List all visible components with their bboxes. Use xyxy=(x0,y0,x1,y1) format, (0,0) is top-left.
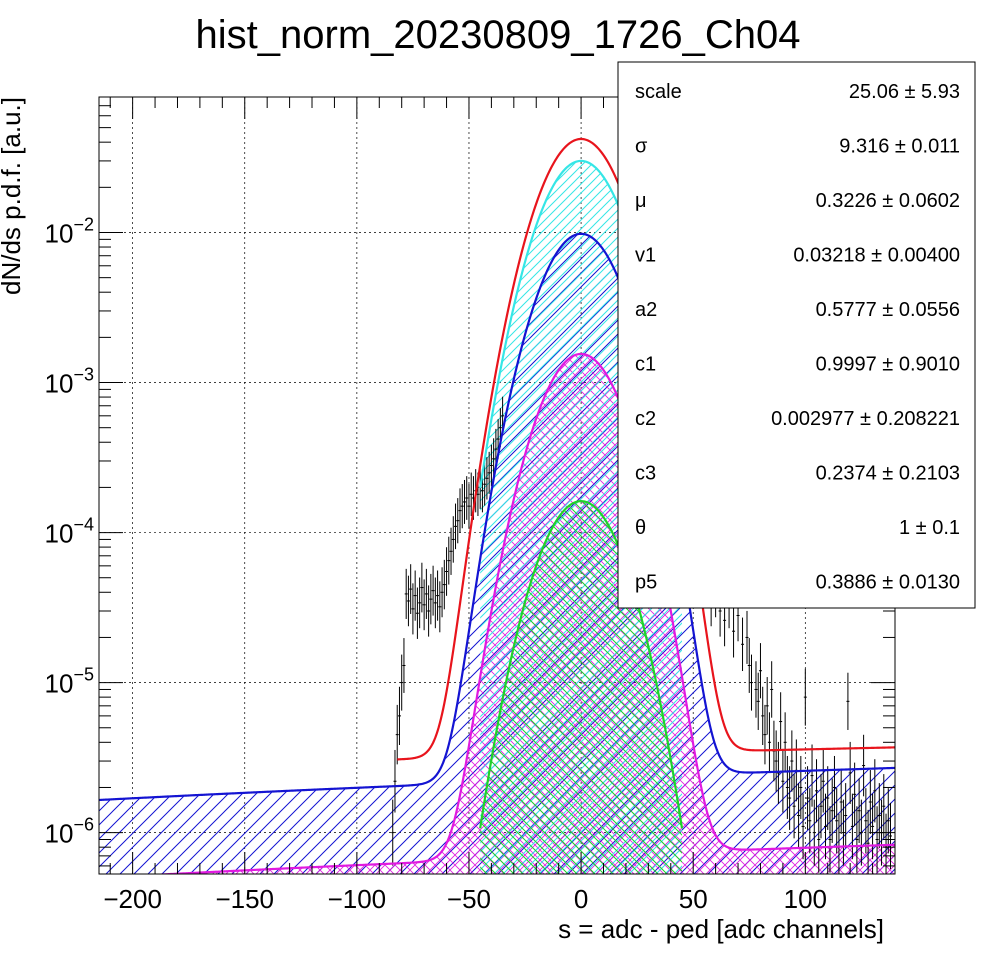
y-tick-label: 10−3 xyxy=(45,365,94,399)
y-tick-labels: 10−6 10−5 10−4 10−3 10−2 xyxy=(45,214,94,848)
stats-param-name: μ xyxy=(635,190,647,212)
stats-param-value: 0.03218 ± 0.00400 xyxy=(793,245,960,267)
x-tick-label: −200 xyxy=(103,884,162,914)
fit-stats-box: scale 25.06 ± 5.93 σ 9.316 ± 0.011 μ 0.3226 ±… xyxy=(617,61,976,609)
x-tick-labels: −200 −150 −100 −50 0 50 100 xyxy=(103,884,827,914)
y-tick-label: 10−4 xyxy=(45,515,94,549)
x-tick-label: 0 xyxy=(574,884,588,914)
x-tick-label: −150 xyxy=(215,884,274,914)
blue-fit-curve xyxy=(99,232,895,802)
stats-param-name: p5 xyxy=(635,572,657,594)
x-tick-label: 50 xyxy=(679,884,708,914)
stats-param-value: 9.316 ± 0.011 xyxy=(839,136,960,158)
y-axis-label: dN/ds p.d.f. [a.u.] xyxy=(0,97,26,295)
x-axis-label: s = adc - ped [adc channels] xyxy=(558,914,884,944)
y-tick-label: 10−2 xyxy=(45,214,94,248)
stats-param-value: 0.9997 ± 0.9010 xyxy=(816,354,960,376)
green-fit-curve xyxy=(479,500,684,829)
stats-param-value: 25.06 ± 5.93 xyxy=(849,81,960,103)
x-tick-label: −100 xyxy=(328,884,387,914)
stats-param-name: c2 xyxy=(635,408,656,430)
stats-param-name: c3 xyxy=(635,463,656,485)
stats-param-name: v1 xyxy=(635,245,656,267)
data-points xyxy=(391,396,893,874)
x-tick-label: −50 xyxy=(447,884,491,914)
stats-param-value: 0.3886 ± 0.0130 xyxy=(816,572,960,594)
stats-param-value: 0.002977 ± 0.208221 xyxy=(771,408,960,430)
y-tick-label: 10−6 xyxy=(45,815,94,849)
x-tick-label: 100 xyxy=(784,884,827,914)
stats-param-value: 0.3226 ± 0.0602 xyxy=(816,190,960,212)
stats-param-name: θ xyxy=(635,517,646,539)
chart-title: hist_norm_20230809_1726_Ch04 xyxy=(196,13,801,57)
stats-param-name: scale xyxy=(635,81,682,103)
stats-param-value: 0.2374 ± 0.2103 xyxy=(816,463,960,485)
stats-param-value: 1 ± 0.1 xyxy=(899,517,960,539)
stats-param-name: c1 xyxy=(635,354,656,376)
stats-param-value: 0.5777 ± 0.0556 xyxy=(816,299,960,321)
stats-param-name: σ xyxy=(635,136,648,158)
stats-box-frame xyxy=(617,61,976,609)
y-tick-label: 10−5 xyxy=(45,665,94,699)
stats-param-name: a2 xyxy=(635,299,657,321)
magenta-fit-curve xyxy=(149,352,895,874)
